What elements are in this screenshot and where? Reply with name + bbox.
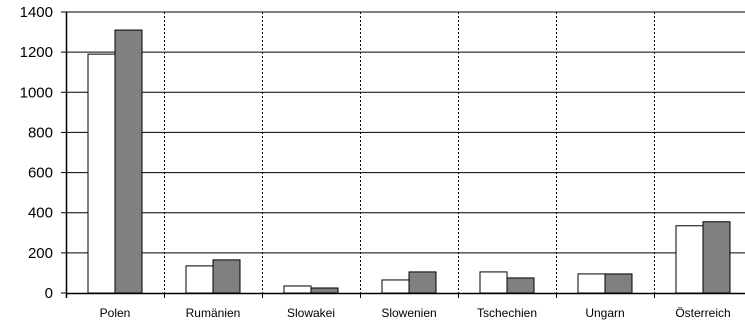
bar-series1-6 [675,225,704,294]
bar-series2-5 [604,273,633,294]
bar-series1-4 [479,271,508,294]
x-tick-label-2: Slowakei [287,306,335,320]
y-tick-label-5: 1000 [20,84,53,101]
x-tick-label-6: Österreich [675,306,730,320]
bar-series1-3 [381,279,410,294]
bar-series2-1 [212,259,241,294]
bar-series1-5 [577,273,606,294]
y-tick-label-1: 200 [28,245,53,262]
x-tick-label-4: Tschechien [477,306,537,320]
bar-series2-3 [408,271,437,294]
x-tick-label-3: Slowenien [381,306,436,320]
bar-series1-0 [87,53,116,294]
axes [61,11,745,298]
y-tick-label-0: 0 [45,285,53,302]
x-tick-label-0: Polen [100,306,131,320]
bar-series1-2 [283,285,312,294]
x-tick-label-1: Rumänien [186,306,241,320]
bar-series2-0 [114,29,143,294]
grid-lines [66,11,745,293]
y-tick-label-4: 800 [28,124,53,141]
y-tick-label-2: 400 [28,205,53,222]
bar-series2-6 [702,221,731,294]
bar-series2-2 [310,287,339,294]
y-axis-tick-labels: 0 200 400 600 800 1000 1200 1400 [20,4,53,302]
bar-series1-1 [185,265,214,294]
bar-series2-4 [506,277,535,294]
bar-groups [87,29,731,294]
y-tick-label-6: 1200 [20,44,53,61]
x-tick-label-5: Ungarn [585,306,624,320]
y-tick-label-3: 600 [28,165,53,182]
x-axis-tick-labels: Polen Rumänien Slowakei Slowenien Tschechien… [100,306,731,320]
y-tick-label-7: 1400 [20,4,53,21]
